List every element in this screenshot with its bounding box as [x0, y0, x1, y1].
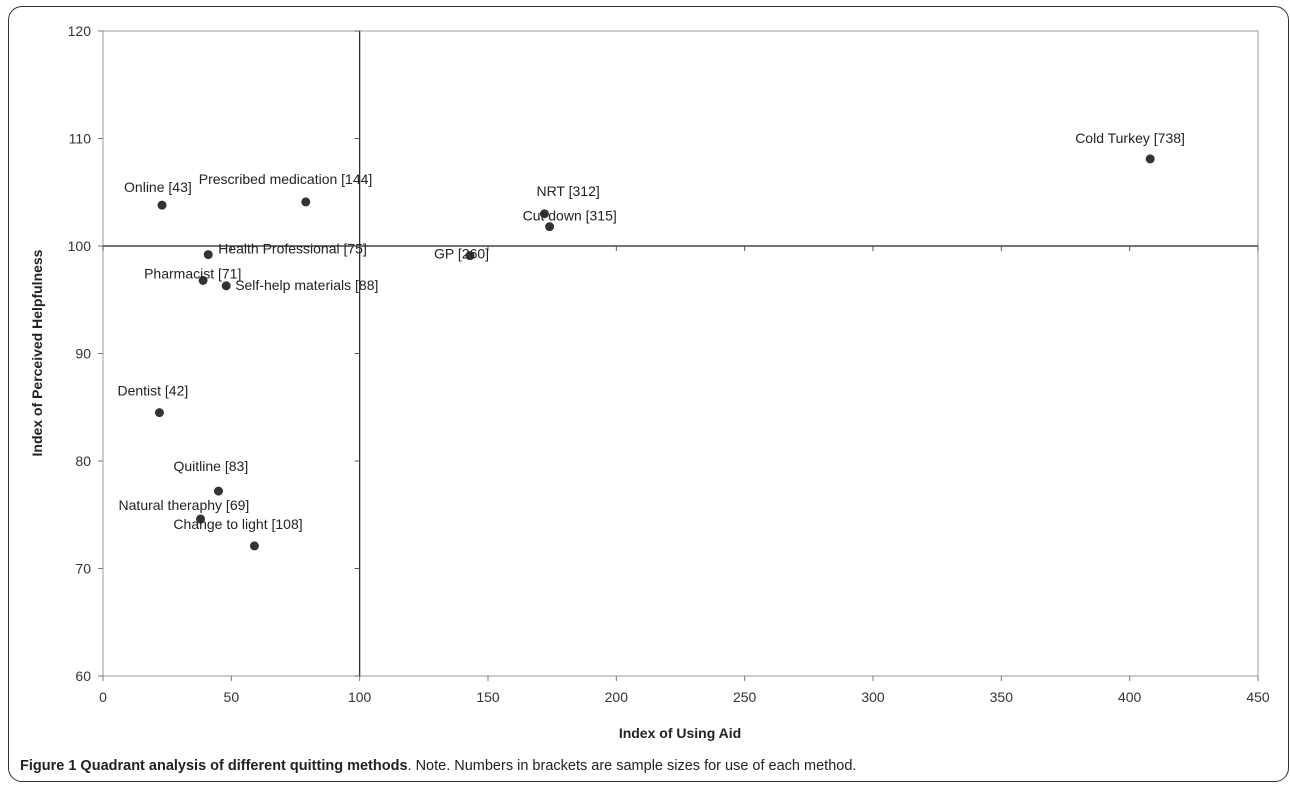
plot-area	[102, 30, 1259, 677]
point-label: Cold Turkey [738]	[1075, 130, 1185, 146]
y-tick-label: 60	[75, 668, 91, 684]
figure-frame	[8, 6, 1289, 782]
y-tick-label: 70	[75, 561, 91, 577]
y-tick-label: 100	[68, 238, 92, 254]
x-tick-label: 450	[1246, 689, 1270, 705]
x-tick-label: 200	[605, 689, 629, 705]
data-point	[539, 209, 549, 219]
point-label: Prescribed medication [144]	[199, 171, 373, 187]
data-point	[545, 222, 555, 232]
x-tick-label: 300	[861, 689, 885, 705]
data-point	[214, 486, 223, 496]
data-point	[249, 541, 259, 551]
x-tick-label: 100	[348, 689, 372, 705]
x-axis-title: Index of Using Aid	[619, 725, 741, 741]
x-tick-label: 250	[733, 689, 757, 705]
point-label: Natural theraphy [69]	[119, 497, 250, 513]
point-labels: Online [43] Prescribed medication [144] He…	[117, 130, 1184, 532]
data-point	[198, 275, 208, 285]
x-tick-label: 150	[476, 689, 500, 705]
point-label: Health Professional [75]	[218, 241, 367, 257]
y-axis-ticks: 60 70 80 90 100 110 120	[68, 23, 103, 684]
point-label: Dentist [42]	[117, 383, 188, 399]
data-point	[196, 514, 206, 524]
data-point	[221, 281, 231, 291]
quadrant-lines	[102, 30, 1259, 677]
point-label: Change to light [108]	[173, 516, 302, 532]
figure-caption: Figure 1 Quadrant analysis of different …	[20, 758, 856, 774]
x-tick-label: 0	[99, 689, 107, 705]
x-tick-label: 350	[990, 689, 1014, 705]
data-point	[154, 408, 164, 418]
point-label: GP [260]	[434, 246, 489, 262]
data-point	[1145, 154, 1155, 164]
y-tick-label: 80	[75, 453, 91, 469]
y-axis-title: Index of Perceived Helpfulness	[29, 249, 45, 456]
x-tick-label: 50	[224, 689, 240, 705]
x-tick-label: 400	[1118, 689, 1142, 705]
point-label: Online [43]	[124, 179, 192, 195]
caption-note: . Note. Numbers in brackets are sample s…	[407, 758, 857, 774]
x-axis-ticks: 0 50 100 150 200 250 300 350 400 450	[99, 676, 1270, 705]
point-label: Self-help materials [88]	[235, 277, 378, 293]
y-tick-label: 110	[69, 131, 92, 147]
point-label: NRT [312]	[536, 183, 599, 199]
y-tick-label: 120	[68, 23, 92, 39]
caption-lead: Figure 1 Quadrant analysis of different …	[20, 758, 408, 774]
point-label: Quitline [83]	[174, 458, 249, 474]
data-points	[154, 154, 1155, 551]
data-point	[301, 197, 311, 207]
y-tick-label: 90	[75, 346, 91, 362]
data-point	[465, 251, 475, 261]
data-point	[203, 250, 213, 260]
data-point	[157, 200, 167, 210]
point-label: Pharmacist [71]	[144, 265, 241, 281]
point-label: Cut down [315]	[523, 208, 617, 224]
